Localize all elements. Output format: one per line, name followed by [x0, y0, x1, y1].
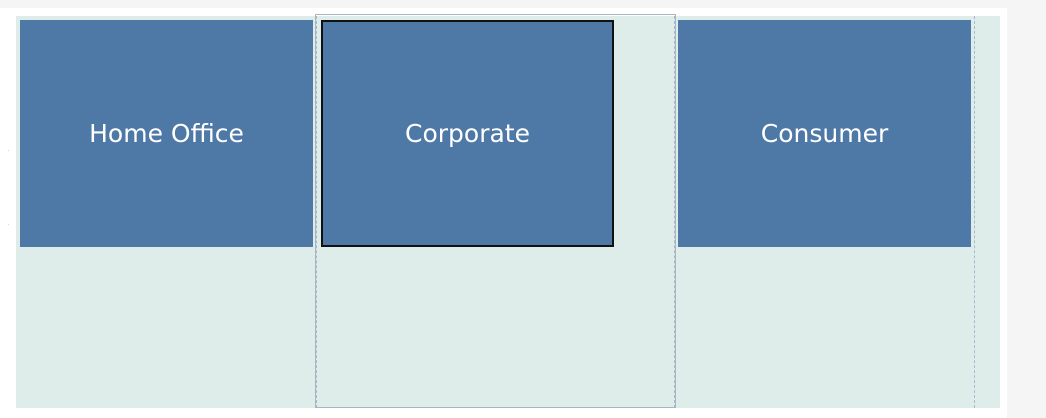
selected-column-frame	[315, 14, 676, 408]
segment-label: Consumer	[760, 119, 889, 148]
segment-label: Corporate	[405, 119, 530, 148]
segment-tile-consumer[interactable]: Consumer	[678, 20, 971, 247]
segment-tile-home-office[interactable]: Home Office	[20, 20, 313, 247]
row-divider	[8, 150, 9, 151]
column-guide	[974, 16, 975, 408]
segment-tile-corporate[interactable]: Corporate	[321, 20, 614, 247]
column-guide	[316, 16, 317, 408]
treemap-canvas[interactable]: Home Office Corporate Consumer	[16, 14, 1000, 408]
row-divider	[8, 224, 9, 225]
segment-label: Home Office	[89, 119, 244, 148]
column-guide	[674, 16, 675, 408]
